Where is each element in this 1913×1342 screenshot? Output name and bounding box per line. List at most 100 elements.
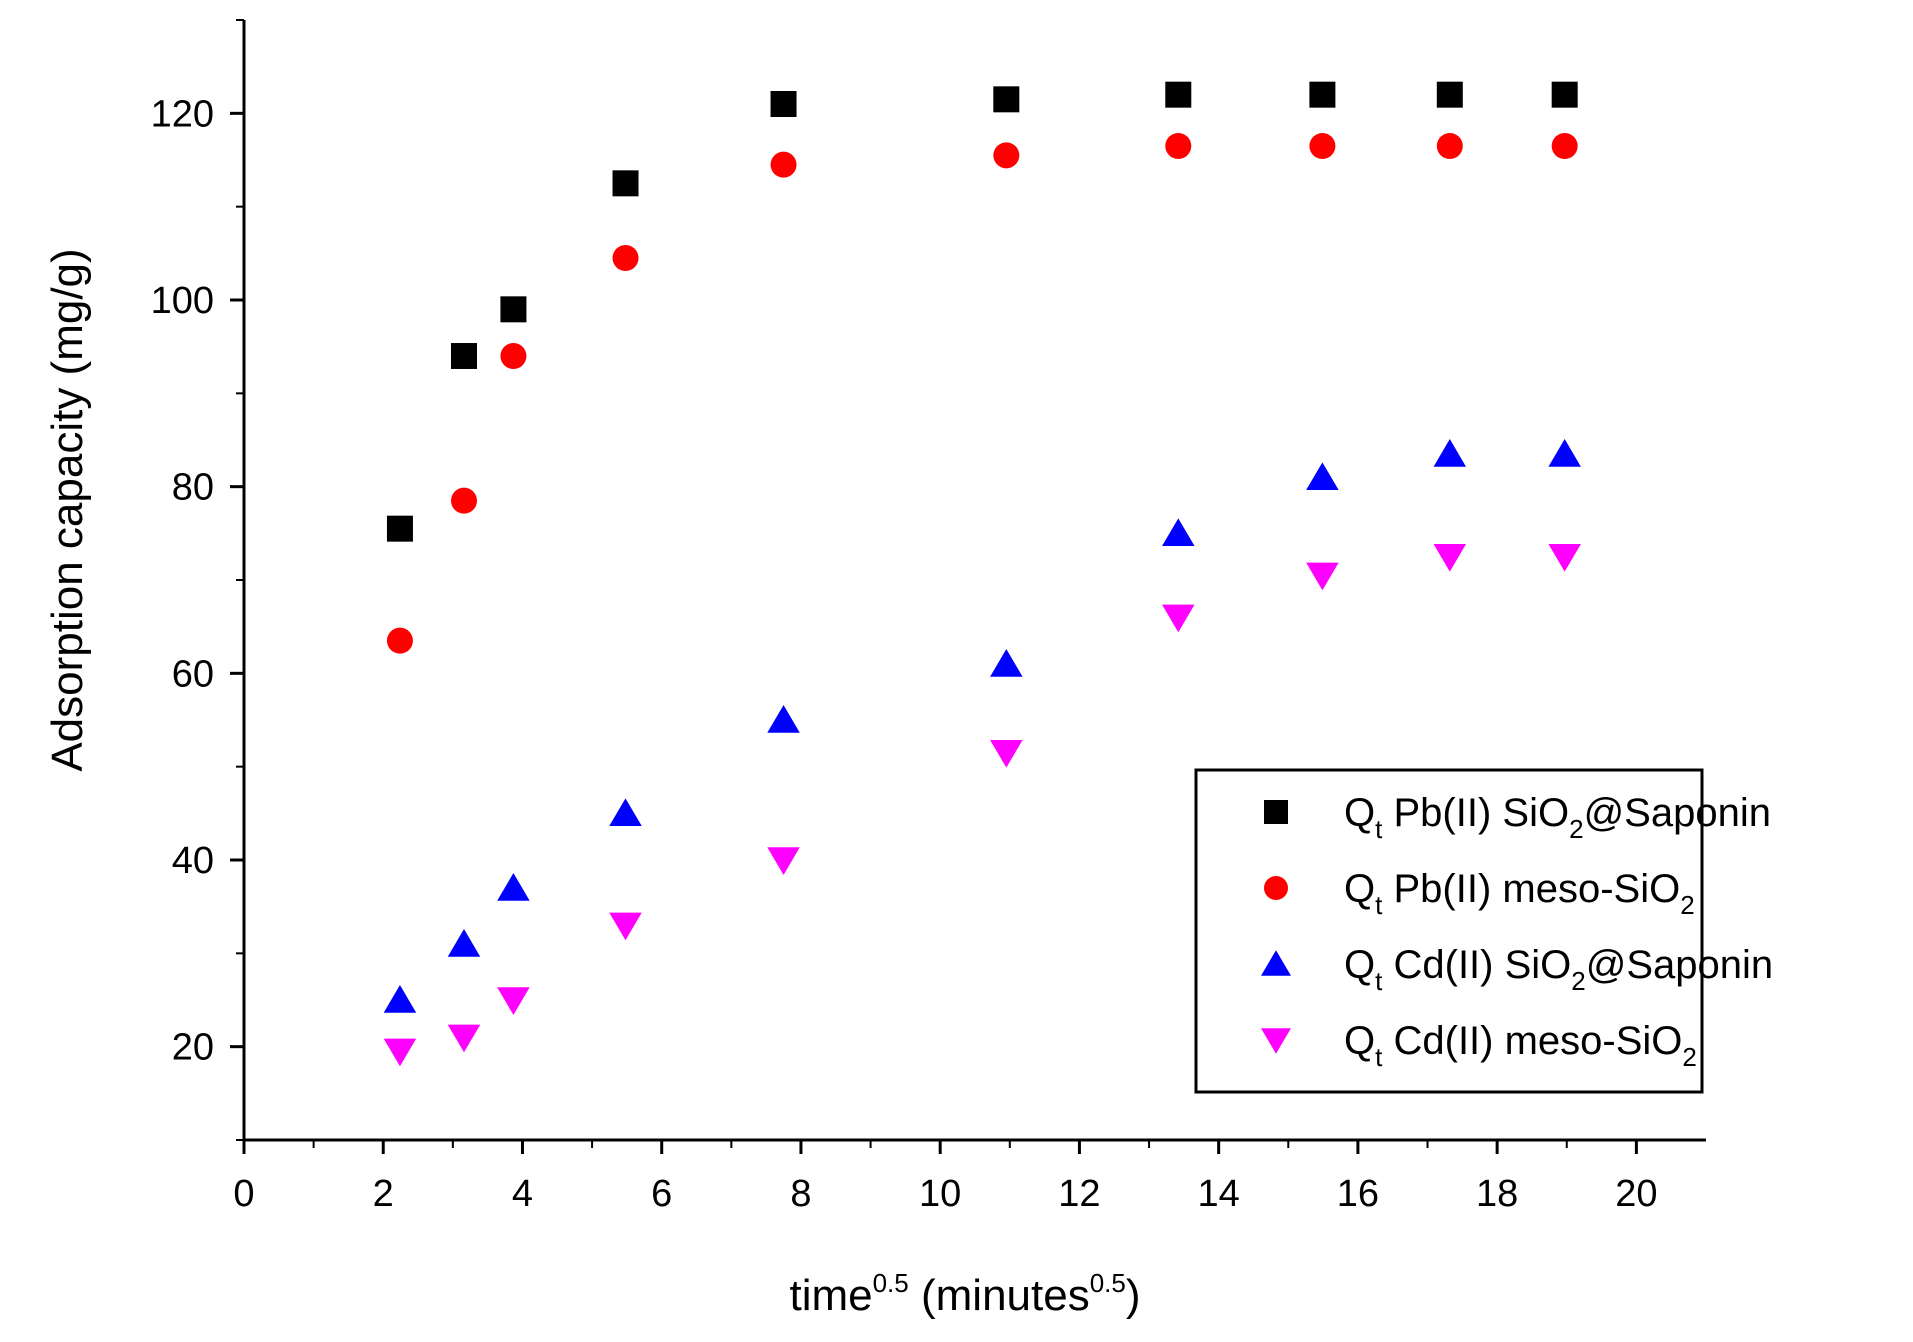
data-point bbox=[1548, 439, 1581, 467]
y-axis-title: Adsorption capacity (mg/g) bbox=[43, 248, 92, 771]
legend-material-sub: 2 bbox=[1571, 966, 1585, 996]
data-point bbox=[497, 987, 530, 1015]
legend-q: Q bbox=[1344, 1019, 1375, 1063]
legend-metal: Cd(II) bbox=[1393, 1019, 1493, 1063]
data-point bbox=[1548, 543, 1581, 572]
data-point bbox=[993, 142, 1020, 169]
legend-label: Qt Pb(II) SiO2@Saponin bbox=[1344, 791, 1771, 844]
legend-space bbox=[1491, 867, 1502, 911]
legend-space bbox=[1382, 867, 1393, 911]
legend-label: Qt Cd(II) SiO2@Saponin bbox=[1344, 943, 1773, 996]
legend-metal: Cd(II) bbox=[1393, 943, 1493, 987]
data-point bbox=[500, 343, 527, 369]
y-tick-label: 80 bbox=[172, 467, 214, 509]
legend-q-sub: t bbox=[1375, 1042, 1383, 1072]
data-point bbox=[386, 627, 413, 654]
legend-space bbox=[1491, 791, 1502, 835]
x-tick-label: 4 bbox=[512, 1173, 533, 1215]
data-point bbox=[993, 86, 1020, 113]
legend-marker bbox=[1264, 800, 1288, 824]
data-point bbox=[447, 1024, 481, 1053]
legend-space bbox=[1493, 1019, 1504, 1063]
data-point bbox=[500, 296, 527, 323]
data-point bbox=[612, 170, 639, 197]
data-point bbox=[1306, 462, 1339, 491]
data-point bbox=[450, 487, 477, 514]
data-point bbox=[990, 649, 1023, 677]
series-3 bbox=[383, 439, 1581, 1013]
legend-material: meso-SiO bbox=[1505, 1019, 1683, 1063]
data-point bbox=[1436, 81, 1463, 108]
legend-material: meso-SiO bbox=[1502, 867, 1680, 911]
x-axis-title-sup: 0.5 bbox=[873, 1268, 909, 1298]
legend-material: SiO bbox=[1505, 943, 1572, 987]
legend-space bbox=[1382, 1019, 1393, 1063]
legend-q: Q bbox=[1344, 791, 1375, 835]
data-point bbox=[1165, 81, 1192, 108]
data-point bbox=[1436, 133, 1463, 159]
legend-label: Qt Pb(II) meso-SiO2 bbox=[1344, 867, 1695, 920]
data-point bbox=[1433, 543, 1467, 572]
legend-q: Q bbox=[1344, 943, 1375, 987]
data-point bbox=[1551, 81, 1578, 108]
x-tick-label: 18 bbox=[1476, 1173, 1518, 1215]
data-point bbox=[383, 985, 417, 1013]
data-point bbox=[1551, 133, 1578, 159]
data-point bbox=[497, 873, 530, 901]
x-tick-label: 10 bbox=[919, 1173, 961, 1215]
y-tick-label: 120 bbox=[151, 93, 214, 135]
legend-q-sub: t bbox=[1375, 966, 1383, 996]
data-point bbox=[1162, 604, 1195, 633]
data-point bbox=[767, 705, 800, 733]
legend-material-sub: 2 bbox=[1569, 814, 1583, 844]
y-tick-label: 40 bbox=[172, 840, 214, 882]
legend-q-sub: t bbox=[1375, 814, 1383, 844]
legend-space bbox=[1382, 943, 1393, 987]
series-2 bbox=[386, 133, 1578, 654]
data-point bbox=[1165, 133, 1192, 159]
x-tick-label: 16 bbox=[1337, 1173, 1379, 1215]
legend-metal: Pb(II) bbox=[1393, 867, 1491, 911]
series-4 bbox=[383, 543, 1581, 1067]
axis-ticks: 0 2 4 6 8 10 12 14 16 18 20 20 40 60 80 100 120 bbox=[151, 19, 1658, 1215]
x-tick-label: 8 bbox=[790, 1173, 811, 1215]
y-tick-label: 60 bbox=[172, 653, 214, 695]
data-point bbox=[1309, 133, 1336, 159]
legend-metal: Pb(II) bbox=[1393, 791, 1491, 835]
legend-space bbox=[1382, 791, 1393, 835]
legend-marker bbox=[1264, 876, 1288, 900]
legend-q: Q bbox=[1344, 867, 1375, 911]
series-1 bbox=[386, 81, 1578, 542]
x-axis-title-unit bbox=[909, 1271, 921, 1320]
legend-material-sub: 2 bbox=[1680, 890, 1694, 920]
data-point bbox=[609, 798, 642, 827]
legend-q-sub: t bbox=[1375, 890, 1383, 920]
legend-label: Qt Cd(II) meso-SiO2 bbox=[1344, 1019, 1697, 1072]
legend-material: SiO bbox=[1502, 791, 1569, 835]
legend-marker bbox=[1261, 950, 1291, 976]
x-tick-label: 0 bbox=[233, 1173, 254, 1215]
data-point bbox=[1433, 439, 1467, 467]
data-point bbox=[612, 245, 639, 271]
legend-material-tail: @Saponin bbox=[1586, 943, 1773, 987]
y-tick-label: 20 bbox=[172, 1027, 214, 1069]
x-tick-label: 20 bbox=[1615, 1173, 1657, 1215]
data-point bbox=[447, 929, 481, 957]
data-point bbox=[1309, 81, 1336, 108]
data-point bbox=[1306, 562, 1339, 591]
data-point bbox=[609, 912, 642, 941]
x-axis-title-unit-text: (minutes bbox=[921, 1271, 1090, 1320]
x-tick-label: 14 bbox=[1198, 1173, 1240, 1215]
data-point bbox=[770, 151, 797, 178]
legend-marker bbox=[1261, 1028, 1291, 1054]
data-point bbox=[450, 343, 477, 369]
x-axis-title-time: time bbox=[789, 1271, 872, 1320]
data-point bbox=[990, 739, 1023, 768]
x-tick-label: 12 bbox=[1058, 1173, 1100, 1215]
legend-space bbox=[1493, 943, 1504, 987]
legend-material-sub: 2 bbox=[1682, 1042, 1696, 1072]
x-tick-label: 6 bbox=[651, 1173, 672, 1215]
x-axis-title: time0.5 (minutes0.5) bbox=[789, 1268, 1140, 1320]
